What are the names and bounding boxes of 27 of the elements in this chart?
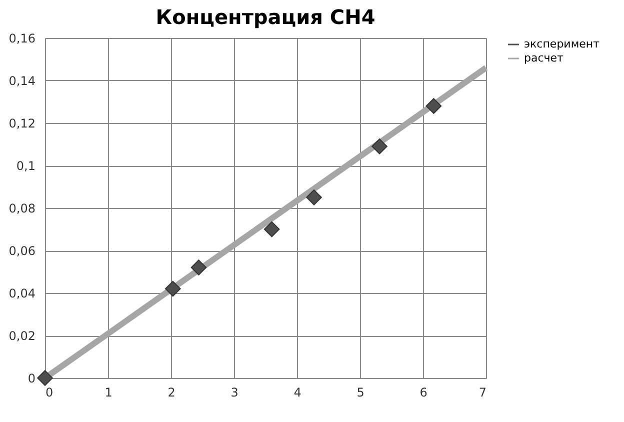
point <box>426 98 442 114</box>
y-tick-label: 0,04 <box>8 286 36 300</box>
point <box>372 138 388 154</box>
x-tick-label: 5 <box>356 386 364 400</box>
y-tick-label: 0,16 <box>8 32 36 46</box>
y-tick-label: 0,1 <box>16 159 36 173</box>
point <box>164 280 181 297</box>
x-tick-label: 4 <box>294 386 302 400</box>
x-tick-label: 7 <box>478 386 486 400</box>
y-tick-label: 0,08 <box>8 202 36 216</box>
legend-label: эксперимент <box>524 38 600 50</box>
point <box>306 189 322 206</box>
y-tick-label: 0,02 <box>8 329 36 343</box>
x-tick-label: 0 <box>46 386 54 400</box>
legend-label: расчет <box>524 52 564 64</box>
point <box>264 221 280 238</box>
y-tick-label: 0 <box>28 372 36 386</box>
x-tick-label: 6 <box>420 386 428 400</box>
y-tick-label: 0,06 <box>8 244 36 258</box>
y-tick-label: 0,12 <box>8 116 36 130</box>
x-tick-label: 2 <box>168 386 176 400</box>
x-tick-label: 3 <box>230 386 238 400</box>
x-tick-label: 1 <box>104 386 112 400</box>
y-tick-label: 0,14 <box>8 74 36 88</box>
chart-title: Концентрация CH4 <box>156 5 376 29</box>
point <box>190 260 207 276</box>
point <box>37 370 53 386</box>
